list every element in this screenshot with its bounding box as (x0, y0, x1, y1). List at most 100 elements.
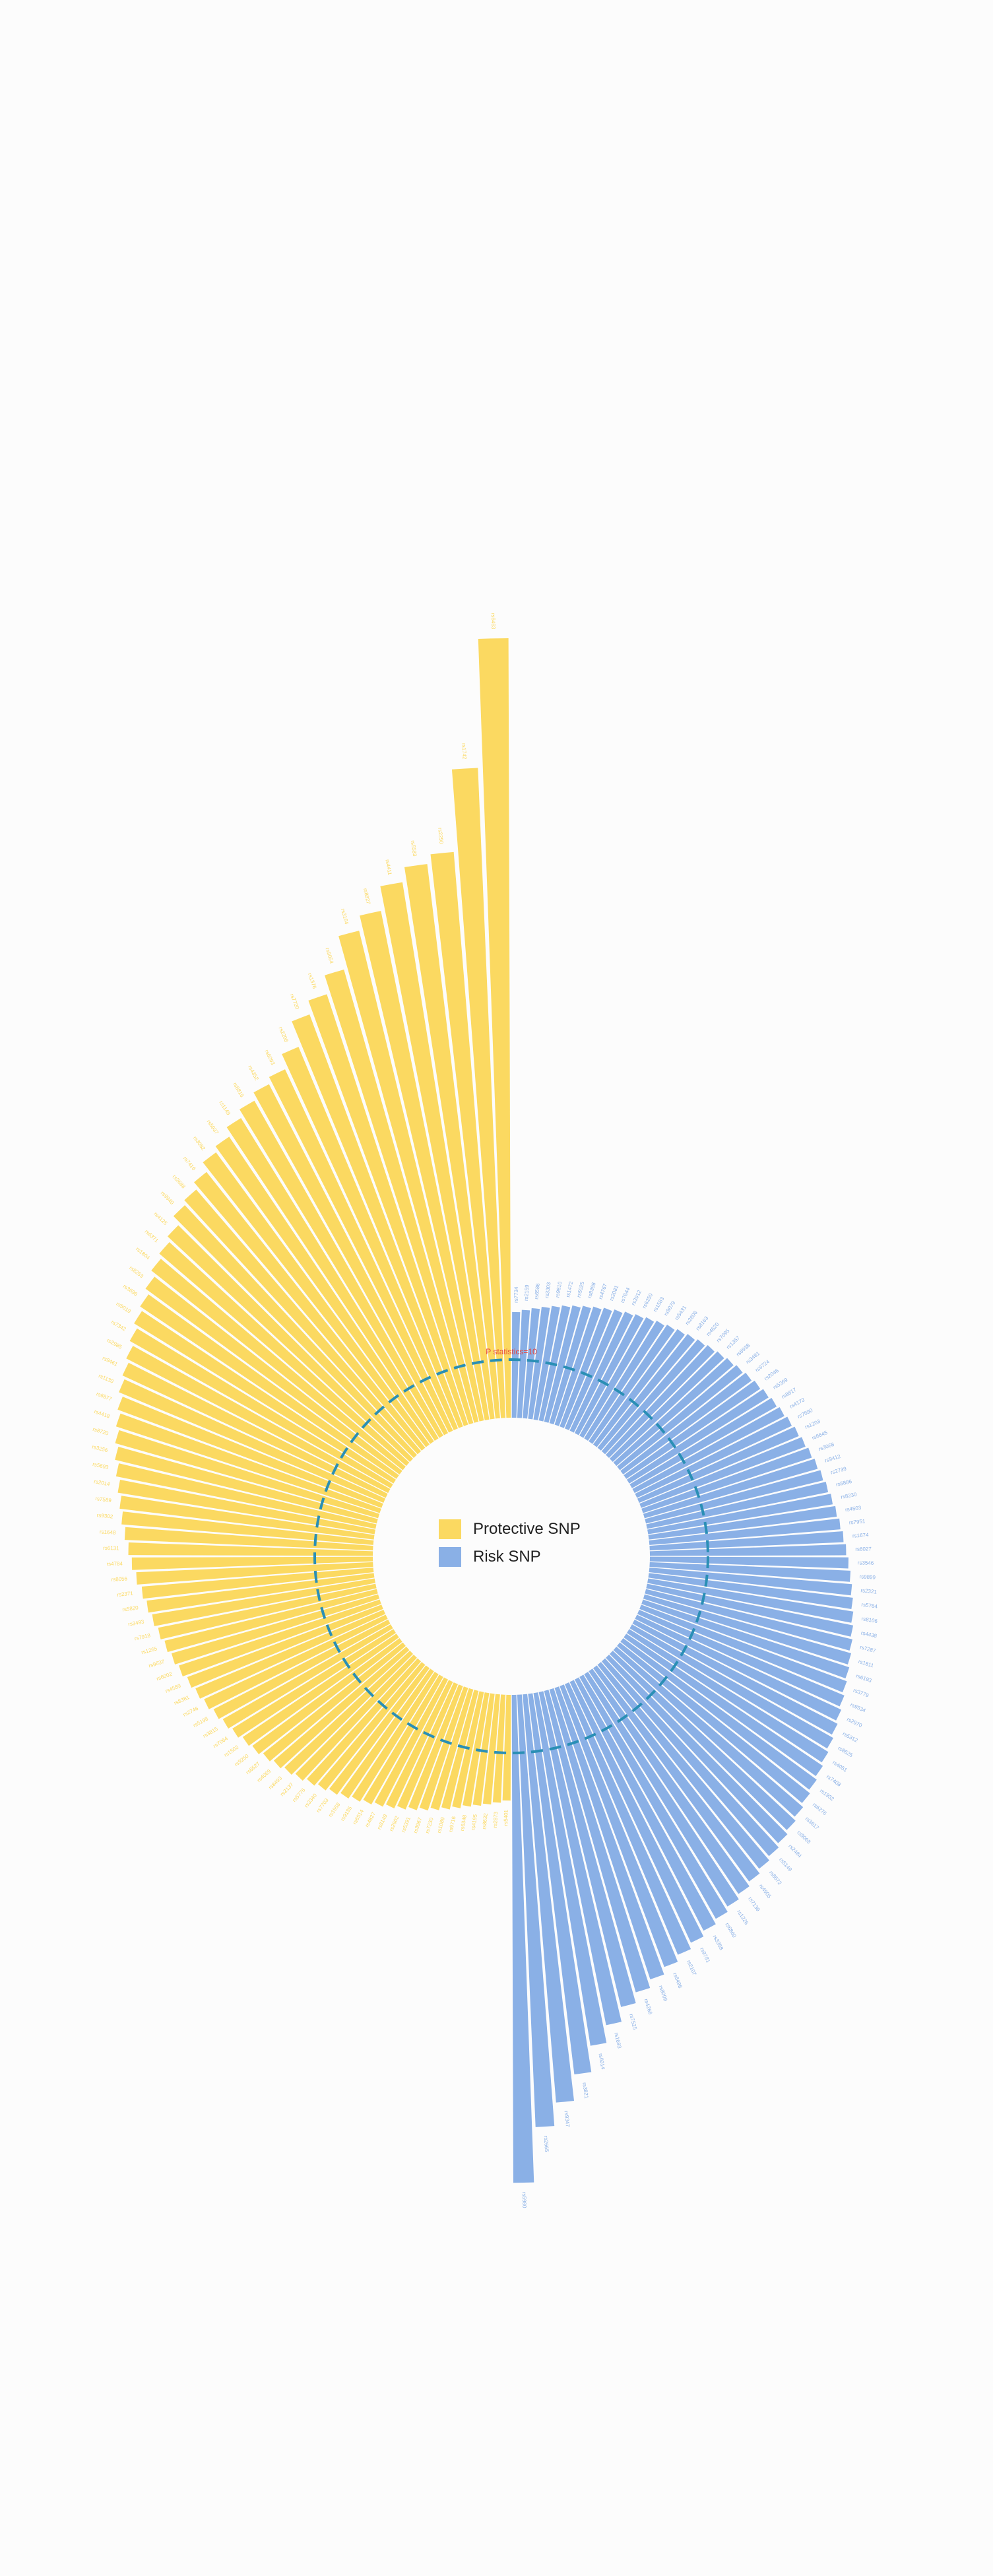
risk-bar (589, 1668, 750, 1894)
protective-bar (171, 1594, 380, 1665)
risk-bar (639, 1437, 806, 1508)
protective-bar-label: rs9302 (96, 1512, 113, 1519)
risk-bar-label: rs8163 (695, 1315, 710, 1331)
protective-bar-label: rs1089 (436, 1816, 446, 1833)
protective-bar-label: rs5820 (122, 1604, 139, 1612)
legend-swatch-protective (439, 1519, 461, 1539)
protective-bar-label: rs5583 (410, 840, 418, 857)
protective-bar-label: rs1149 (218, 1100, 232, 1116)
protective-bar-label: rs8381 (173, 1694, 191, 1706)
risk-bar (533, 1692, 607, 2046)
protective-bar-label: rs6093 (263, 1049, 276, 1066)
threshold-label: P statistics=10 (486, 1347, 537, 1356)
protective-bar (129, 1328, 393, 1488)
protective-bar-label: rs4069 (256, 1768, 272, 1783)
risk-bar-label: rs7644 (620, 1286, 631, 1304)
risk-bar (635, 1614, 842, 1721)
protective-bar-label: rs9461 (102, 1355, 119, 1368)
protective-bar (397, 1682, 459, 1810)
protective-bar-label: rs6002 (156, 1671, 174, 1682)
risk-bar-label: rs5980 (521, 2192, 527, 2208)
risk-bar-label: rs9079 (663, 1300, 677, 1317)
protective-bar (151, 1259, 406, 1470)
risk-bar-label: rs9063 (796, 1830, 812, 1845)
risk-bar (643, 1594, 852, 1665)
protective-bar (173, 1205, 417, 1459)
risk-bar (645, 1470, 823, 1524)
protective-bar-label: rs1265 (141, 1645, 158, 1655)
risk-bar (629, 1398, 777, 1488)
protective-bar-label: rs1376 (307, 972, 318, 990)
risk-bar (637, 1609, 845, 1707)
protective-bar-label: rs3340 (304, 1792, 319, 1808)
protective-bar (478, 638, 511, 1418)
protective-bar-label: rs7918 (134, 1632, 151, 1641)
protective-bar-label: rs7589 (95, 1496, 112, 1503)
risk-bar-label: rs6027 (855, 1546, 872, 1552)
protective-bar (263, 1642, 406, 1762)
protective-bars (115, 638, 511, 1811)
protective-bar-label: rs4418 (93, 1408, 111, 1420)
risk-bar (544, 1305, 581, 1423)
risk-bar (643, 1459, 818, 1519)
protective-bar (159, 1241, 410, 1467)
risk-bar (648, 1573, 853, 1609)
risk-bar (569, 1680, 704, 1943)
risk-bar (593, 1665, 760, 1882)
protective-bar-label: rs4559 (164, 1682, 182, 1694)
risk-bar (649, 1568, 852, 1596)
protective-bar (308, 994, 468, 1426)
protective-bar (240, 1100, 443, 1438)
protective-bar (292, 1014, 463, 1428)
protective-bar-label: rs8827 (362, 888, 371, 905)
risk-bar (647, 1578, 854, 1623)
risk-bar-label: rs7408 (825, 1773, 843, 1788)
risk-bar-label: rs4172 (788, 1397, 806, 1410)
risk-bar (554, 1306, 602, 1426)
protective-bar (253, 1084, 449, 1436)
legend-swatch-risk (439, 1547, 461, 1567)
risk-bar-label: rs6014 (597, 2053, 606, 2070)
risk-bar (606, 1654, 788, 1843)
risk-bar (564, 1682, 691, 1955)
risk-bar-label: rs2970 (846, 1716, 863, 1729)
risk-bar (637, 1426, 799, 1503)
risk-bar-label: rs1674 (852, 1532, 869, 1538)
protective-bar-label: rs6877 (96, 1391, 113, 1402)
protective-bar (317, 1662, 426, 1791)
risk-bar-label: rs1472 (565, 1280, 574, 1298)
risk-bar (593, 1329, 685, 1447)
protective-bar-label: rs2873 (492, 1811, 499, 1828)
protective-bar (204, 1614, 388, 1709)
risk-bar-label: rs8106 (861, 1616, 878, 1624)
risk-bar (597, 1662, 769, 1869)
risk-bar (511, 1694, 534, 2183)
protective-bar (226, 1118, 439, 1441)
protective-bar-label: rs6131 (103, 1545, 119, 1551)
risk-bar-label: rs7139 (747, 1896, 761, 1913)
protective-bar-label: rs2290 (437, 828, 444, 845)
protective-bar-label: rs6463 (490, 613, 496, 630)
risk-bar-label: rs8009 (658, 1985, 669, 2002)
protective-bar-label: rs5937 (206, 1119, 220, 1136)
risk-bar (624, 1380, 761, 1479)
protective-bar (284, 1651, 414, 1775)
protective-bar-label: rs1130 (98, 1373, 115, 1385)
protective-bar (167, 1225, 414, 1462)
protective-bar-label: rs4352 (247, 1065, 260, 1082)
risk-bar-label: rs3358 (712, 1934, 725, 1951)
risk-bar-label: rs6645 (811, 1430, 829, 1441)
risk-bar-label: rs6250 (641, 1292, 655, 1309)
protective-bar (126, 1346, 391, 1494)
protective-bar-label: rs9250 (234, 1753, 250, 1767)
protective-bar-label: rs8815 (232, 1082, 245, 1099)
risk-bar (560, 1307, 612, 1428)
risk-bar-label: rs3821 (581, 2082, 589, 2099)
risk-bar-label: rs1583 (652, 1296, 665, 1313)
risk-bar-label: rs9810 (554, 1280, 563, 1298)
protective-bar (404, 864, 495, 1420)
protective-bar (352, 1671, 439, 1802)
risk-bar-label: rs2081 (608, 1284, 620, 1302)
risk-bar-label: rs3546 (858, 1560, 874, 1566)
